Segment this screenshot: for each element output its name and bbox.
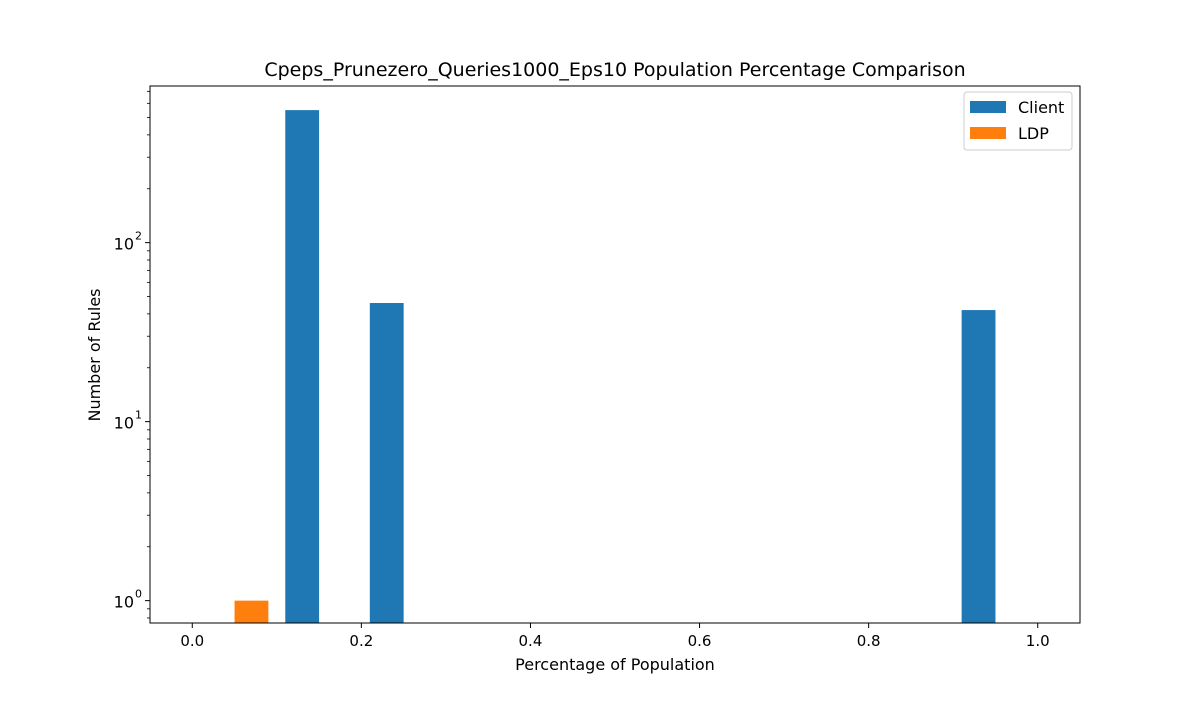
y-tick-label: 10 1 <box>114 409 142 433</box>
x-tick-label: 1.0 <box>1026 632 1050 650</box>
y-tick-label: 10 2 <box>114 230 142 254</box>
x-axis-label: Percentage of Population <box>515 655 715 674</box>
svg-text:10: 10 <box>114 414 134 433</box>
bar-client-0 <box>285 110 320 624</box>
x-tick-label: 0.4 <box>519 632 543 650</box>
bar-client-1 <box>369 303 404 623</box>
legend-swatch <box>970 127 1006 139</box>
bar-client-2 <box>961 310 996 623</box>
axes-layer <box>149 85 1081 624</box>
legend-swatch <box>970 101 1006 113</box>
legend-label: LDP <box>1018 124 1049 143</box>
legend-label: Client <box>1018 98 1064 117</box>
svg-text:10: 10 <box>114 593 134 612</box>
x-tick-label: 0.0 <box>180 632 204 650</box>
x-tick-label: 0.6 <box>688 632 712 650</box>
x-tick-label: 0.8 <box>857 632 881 650</box>
y-tick-label: 10 0 <box>114 588 142 612</box>
bar-ldp-0 <box>234 600 269 623</box>
legend: Client LDP <box>963 91 1073 151</box>
svg-text:2: 2 <box>135 230 142 243</box>
chart-title: Cpeps_Prunezero_Queries1000_Eps10 Popula… <box>264 59 965 81</box>
y-axis-label: Number of Rules <box>85 288 104 421</box>
svg-text:1: 1 <box>135 409 142 422</box>
svg-text:0: 0 <box>135 588 142 601</box>
x-tick-label: 0.2 <box>349 632 373 650</box>
plot-frame <box>149 85 1081 624</box>
bars-layer <box>234 110 996 624</box>
svg-text:10: 10 <box>114 235 134 254</box>
legend-item-ldp: LDP <box>970 124 1049 143</box>
legend-item-client: Client <box>970 98 1064 117</box>
